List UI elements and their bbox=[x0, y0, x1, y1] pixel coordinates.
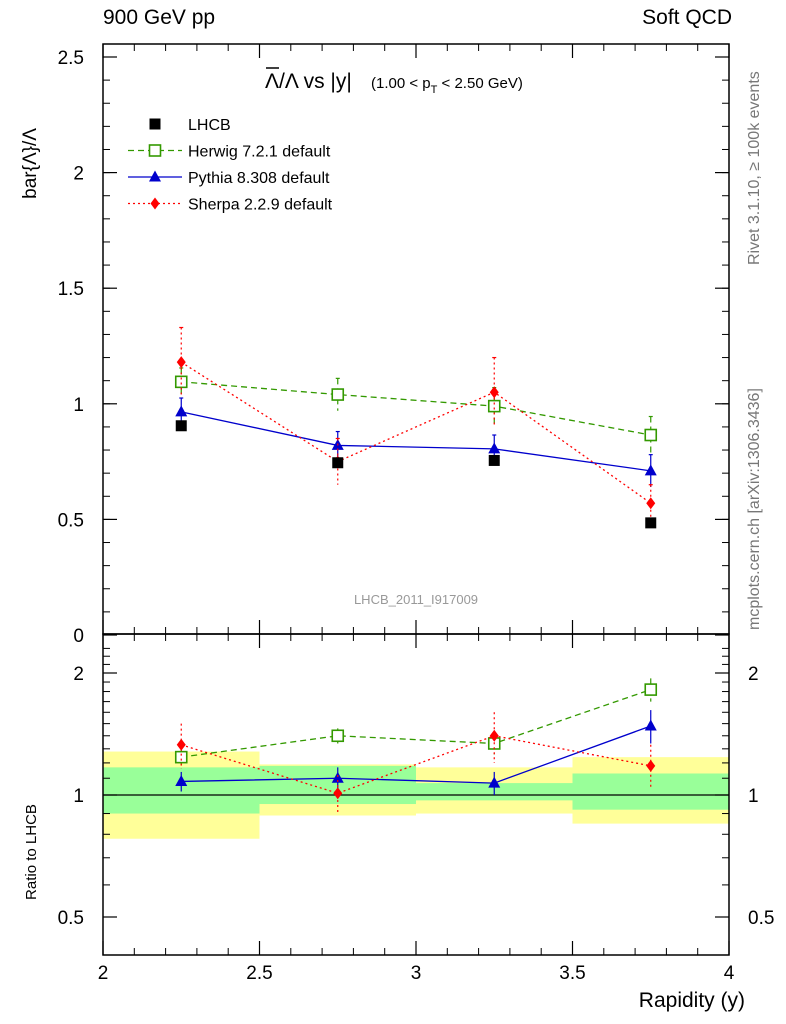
pythia-point-2 bbox=[488, 442, 501, 454]
pythia-line bbox=[181, 411, 651, 472]
ratio-tick-label-right-1: 1 bbox=[748, 786, 759, 807]
legend-marker-0 bbox=[149, 118, 161, 130]
y-axis-label: bar{Λ}/Λ bbox=[20, 128, 41, 199]
pythia-ratio-line bbox=[181, 725, 651, 784]
legend-label-0: LHCB bbox=[188, 117, 231, 134]
herwig-ratio-point-0 bbox=[174, 750, 188, 764]
legend-marker-1 bbox=[148, 144, 162, 157]
y-tick-label-4: 2 bbox=[73, 164, 84, 185]
ratio-tick-label-left-2: 2 bbox=[73, 664, 84, 685]
band-stat-3 bbox=[572, 773, 729, 810]
legend-marker-3 bbox=[150, 197, 160, 210]
series-layer bbox=[174, 326, 658, 814]
y-tick-label-0: 0 bbox=[73, 626, 84, 647]
chart-title-main: Λ/Λ vs |y| bbox=[265, 70, 352, 93]
sherpa-ratio-line bbox=[181, 735, 651, 794]
y-tick-label-1: 0.5 bbox=[58, 510, 84, 531]
sherpa-ratio-point-1 bbox=[333, 787, 343, 800]
sherpa-ratio-point-2 bbox=[489, 729, 499, 742]
x-tick-label-1: 2.5 bbox=[246, 963, 272, 984]
x-axis-label: Rapidity (y) bbox=[639, 989, 745, 1012]
analysis-id-label: LHCB_2011_I917009 bbox=[354, 592, 478, 607]
herwig-ratio-point-3 bbox=[644, 683, 658, 696]
chart-title-range: (1.00 < pT < 2.50 GeV) bbox=[371, 75, 523, 96]
sherpa-point-2 bbox=[489, 386, 499, 399]
herwig-point-0 bbox=[174, 375, 188, 389]
labels-layer: Λ/Λ vs |y| (1.00 < pT < 2.50 GeV) bar{Λ}… bbox=[20, 67, 745, 1012]
lhcb-point-0 bbox=[175, 420, 187, 432]
x-tick-label-0: 2 bbox=[98, 963, 109, 984]
herwig-point-1 bbox=[331, 388, 345, 401]
ratio-panel-bands bbox=[103, 751, 729, 839]
herwig-point-3 bbox=[644, 428, 658, 442]
herwig-ratio-point-1 bbox=[331, 729, 345, 743]
sherpa-ratio-point-0 bbox=[176, 738, 186, 751]
lhcb-point-2 bbox=[488, 454, 500, 466]
sherpa-point-3 bbox=[646, 497, 656, 510]
herwig-ratio-line bbox=[181, 688, 651, 758]
herwig-line bbox=[181, 381, 651, 436]
sherpa-point-0 bbox=[176, 356, 186, 369]
pythia-ratio-point-2 bbox=[488, 776, 501, 788]
pythia-ratio-point-3 bbox=[644, 719, 657, 731]
legend-marker-2 bbox=[149, 170, 161, 182]
x-tick-label-3: 3.5 bbox=[559, 963, 585, 984]
title-range-prefix: (1.00 < p bbox=[371, 75, 431, 92]
sherpa-ratio-point-3 bbox=[646, 759, 656, 772]
x-tick-label-2: 3 bbox=[411, 963, 422, 984]
pythia-point-0 bbox=[175, 405, 188, 417]
legend: LHCB Herwig 7.2.1 default Pythia 8.308 def… bbox=[128, 117, 333, 214]
ratio-y-axis-label: Ratio to LHCB bbox=[23, 804, 40, 900]
pythia-point-3 bbox=[644, 464, 657, 476]
y-tick-label-5: 2.5 bbox=[58, 48, 84, 69]
axes-layer: 2 2.5 3 3.5 4 0 0.5 1 1.5 2 2.5 0.5 0.5 1 1 2 2 bbox=[58, 43, 774, 984]
ratio-tick-label-right-0: 0.5 bbox=[748, 908, 774, 929]
title-range-suffix: < 2.50 GeV) bbox=[437, 75, 522, 92]
legend-label-3: Sherpa 2.2.9 default bbox=[188, 197, 333, 214]
pythia-ratio-point-0 bbox=[175, 774, 188, 786]
y-tick-label-3: 1.5 bbox=[58, 279, 84, 300]
y-tick-label-2: 1 bbox=[73, 395, 84, 416]
title-range-sub: T bbox=[431, 84, 438, 96]
legend-label-1: Herwig 7.2.1 default bbox=[188, 144, 331, 161]
sherpa-line bbox=[180, 361, 652, 504]
header-right: Soft QCD bbox=[642, 6, 732, 29]
pythia-ratio-point-1 bbox=[331, 771, 344, 783]
header-left: 900 GeV pp bbox=[103, 6, 216, 29]
ratio-tick-label-left-1: 1 bbox=[73, 786, 84, 807]
herwig-point-2 bbox=[487, 399, 501, 413]
x-tick-label-4: 4 bbox=[724, 963, 735, 984]
lhcb-point-3 bbox=[645, 517, 657, 529]
ratio-tick-label-left-0: 0.5 bbox=[58, 908, 84, 929]
legend-label-2: Pythia 8.308 default bbox=[188, 170, 330, 187]
lhcb-point-1 bbox=[332, 457, 344, 469]
ratio-tick-label-right-2: 2 bbox=[748, 664, 759, 685]
